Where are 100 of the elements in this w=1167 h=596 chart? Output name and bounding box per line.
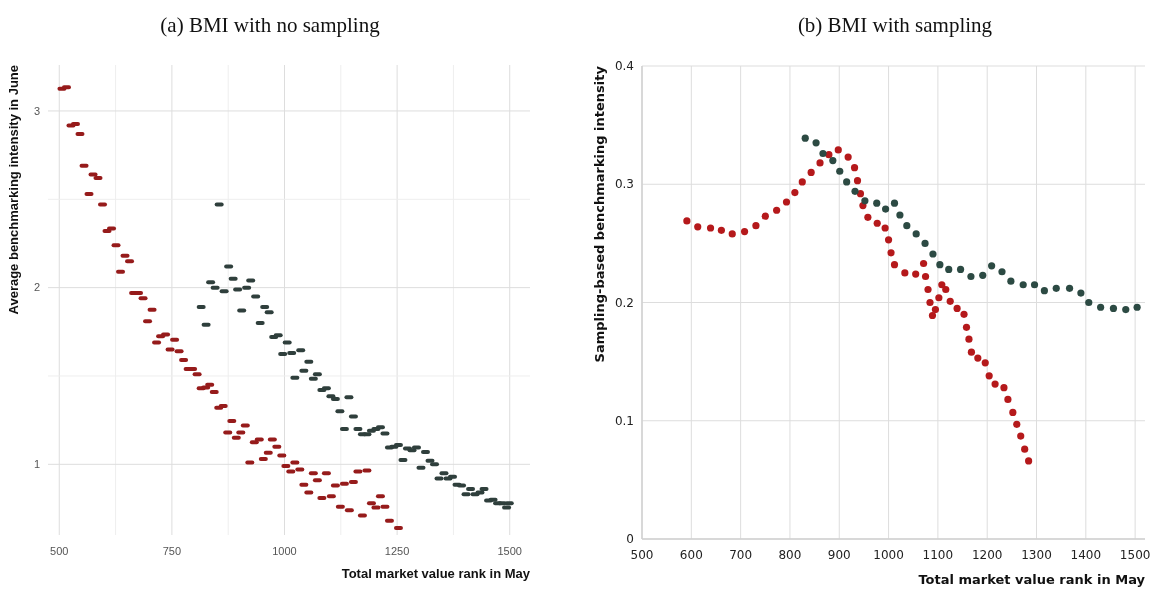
x-tick-label: 750	[162, 545, 182, 557]
point	[953, 304, 961, 313]
y-tick-label: 3	[33, 104, 40, 117]
point	[1019, 281, 1027, 289]
x-tick-label: 700	[729, 548, 753, 562]
point	[928, 311, 937, 320]
y-tick-label: 2	[33, 281, 40, 294]
x-tick-label: 900	[827, 548, 851, 562]
point	[798, 178, 806, 186]
x-tick-label: 1500	[1119, 548, 1151, 562]
point	[843, 178, 851, 186]
point	[683, 217, 691, 225]
point	[761, 212, 769, 220]
point	[791, 188, 799, 197]
point	[967, 348, 976, 356]
x-tick-label: 1250	[384, 545, 410, 557]
point	[901, 269, 909, 277]
point	[965, 335, 973, 343]
point	[884, 236, 893, 244]
point	[921, 239, 929, 247]
point	[740, 227, 749, 236]
point	[834, 146, 842, 154]
x-tick-label: 1400	[1070, 548, 1102, 562]
x-tick-label: 800	[778, 548, 802, 562]
point	[890, 261, 899, 269]
point	[921, 272, 930, 281]
point	[896, 211, 904, 219]
point	[873, 219, 881, 227]
point	[962, 323, 971, 331]
point	[816, 159, 824, 167]
x-tick-label: 1000	[873, 548, 904, 562]
point	[988, 262, 996, 270]
y-axis-title: Sampling-based benchmarking intensity	[592, 65, 607, 363]
y-tick-label: 0.3	[614, 177, 634, 192]
point	[1013, 420, 1021, 428]
point	[807, 168, 815, 177]
point	[773, 206, 781, 214]
point	[967, 272, 975, 281]
point	[1097, 303, 1105, 311]
point	[1085, 298, 1093, 307]
point	[801, 134, 809, 142]
point	[935, 294, 943, 302]
point	[903, 222, 911, 230]
point	[836, 167, 844, 175]
point	[887, 249, 895, 257]
x-tick-label: 600	[679, 548, 703, 562]
point	[912, 230, 920, 238]
point	[728, 230, 736, 238]
point	[1122, 306, 1130, 314]
point	[960, 310, 968, 318]
point	[1007, 277, 1015, 285]
point	[991, 380, 999, 388]
x-axis-title: Total market value rank in May	[341, 566, 531, 581]
point	[1021, 445, 1029, 453]
point	[919, 259, 928, 268]
point	[861, 197, 869, 205]
point	[1009, 408, 1017, 417]
point	[926, 298, 934, 307]
point	[829, 157, 837, 165]
point	[974, 354, 982, 362]
point	[694, 223, 702, 231]
point	[1065, 284, 1074, 292]
point	[929, 250, 937, 258]
x-tick-label: 1500	[497, 545, 522, 557]
point	[812, 139, 820, 147]
x-tick-label: 1100	[922, 548, 954, 562]
x-tick-label: 500	[630, 548, 654, 562]
y-tick-label: 0.2	[614, 295, 634, 310]
point	[1025, 457, 1033, 465]
x-tick-label: 1300	[1021, 548, 1052, 562]
point	[844, 153, 852, 161]
point	[873, 199, 881, 207]
y-axis-title: Average benchmarking intensity in June	[6, 65, 21, 315]
x-tick-label: 500	[50, 545, 69, 557]
point	[851, 187, 859, 195]
point	[912, 270, 920, 278]
y-tick-label: 1	[33, 458, 40, 471]
point	[936, 261, 944, 269]
point	[850, 164, 859, 172]
point	[946, 297, 954, 305]
y-tick-label: 0.1	[614, 413, 634, 428]
point	[706, 224, 715, 232]
point	[931, 306, 940, 314]
point	[1040, 287, 1048, 295]
point	[1052, 284, 1060, 292]
point	[853, 177, 862, 185]
point	[864, 213, 872, 221]
y-tick-label: 0.4	[614, 59, 634, 74]
point	[782, 198, 791, 206]
point	[985, 372, 993, 380]
point	[717, 226, 725, 234]
point	[856, 190, 865, 198]
point	[998, 268, 1006, 276]
point	[890, 199, 899, 207]
point	[1077, 289, 1085, 297]
point	[956, 265, 965, 273]
point	[825, 151, 833, 159]
x-tick-label: 1200	[971, 548, 1003, 562]
point	[924, 285, 932, 294]
point	[938, 281, 946, 289]
